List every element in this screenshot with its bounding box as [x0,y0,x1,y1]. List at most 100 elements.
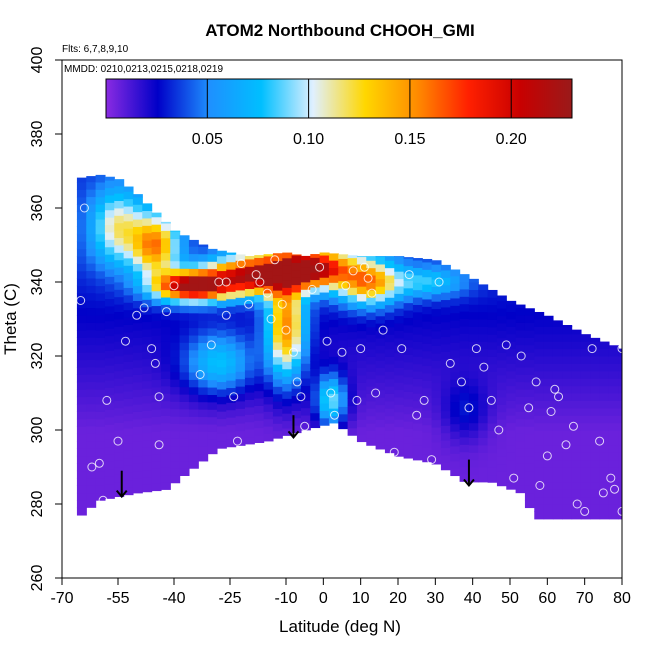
heatmap-cell [524,396,535,405]
heatmap-cell [86,337,97,346]
heatmap-cell [487,319,498,328]
heatmap-cell [375,404,386,413]
heatmap-cell [328,326,339,335]
heatmap-cell [366,289,377,298]
heatmap-cell [142,425,153,434]
observation-point [494,425,504,435]
heatmap-cell [86,314,97,323]
heatmap-cell [338,254,349,259]
heatmap-cell [132,463,143,472]
heatmap-cell [319,252,330,256]
heatmap-cell [366,274,377,283]
heatmap-cell [440,388,451,397]
heatmap-cell [254,353,265,362]
heatmap-cell [86,366,97,375]
heatmap-cell [104,298,115,307]
heatmap-cell [310,360,321,369]
heatmap-cell [226,409,237,418]
heatmap-cell [347,301,358,310]
heatmap-cell [272,401,283,410]
heatmap-cell [487,341,498,350]
heatmap-cell [608,504,619,512]
heatmap-cell [515,314,526,323]
heatmap-cell [114,466,125,475]
heatmap-cell [571,422,582,431]
heatmap-cell [338,384,349,393]
heatmap-cell [618,430,622,438]
heatmap-cell [170,319,181,328]
heatmap-cell [179,297,190,306]
heatmap-cell [198,305,209,314]
observation-point [617,344,622,354]
x-tick-label: 10 [352,590,370,607]
heatmap-cell [590,430,601,438]
heatmap-cell [319,291,330,300]
heatmap-cell [282,294,293,303]
heatmap-cell [123,272,134,281]
heatmap-cell [263,255,274,264]
heatmap-cell [179,342,190,351]
heatmap-cell [347,316,358,325]
heatmap-cell [515,359,526,368]
heatmap-cell [487,437,498,446]
heatmap-cell [244,355,255,364]
observation-point [162,307,172,317]
heatmap-cell [254,331,265,340]
heatmap-cell [319,328,330,337]
heatmap-cell [459,377,470,386]
heatmap-cell [403,332,414,341]
heatmap-cell [496,367,507,376]
heatmap-cell [216,300,227,309]
heatmap-cell [524,448,535,457]
heatmap-cell [506,437,517,446]
heatmap-cell [272,275,283,284]
heatmap-cell [170,379,181,388]
heatmap-cell [179,312,190,321]
heatmap-cell [459,392,470,401]
heatmap-cell [552,422,563,431]
heatmap-cell [198,386,209,395]
heatmap-cell [86,344,97,353]
heatmap-cell [459,311,470,320]
observation-point [169,281,179,291]
heatmap-cell [571,481,582,490]
heatmap-cell [95,270,106,279]
heatmap-cell [160,326,171,335]
heatmap-cell [534,356,545,364]
observation-point [606,473,616,483]
heatmap-cell [515,411,526,420]
heatmap-cell [450,401,461,410]
heatmap-cell [123,413,134,422]
heatmap-cell [468,452,479,461]
heatmap-cell [76,322,87,331]
heatmap-cell [319,365,330,374]
heatmap-cell [76,329,87,338]
heatmap-cell [431,404,442,413]
x-tick-label: 70 [576,590,594,607]
heatmap-cell [179,453,190,462]
heatmap-cell [114,370,125,379]
heatmap-cell [310,279,321,288]
heatmap-cell [450,371,461,380]
heatmap-cell [104,365,115,374]
heatmap-cell [254,255,265,258]
heatmap-cell [338,280,349,289]
heatmap-cell [160,467,171,476]
heatmap-cell [394,345,405,354]
heatmap-cell [478,311,489,320]
heatmap-cell [282,272,293,281]
observation-point [397,344,407,354]
heatmap-cell [375,256,386,265]
heatmap-cell [552,341,563,350]
heatmap-cell [170,423,181,432]
heatmap-cell [160,245,171,254]
heatmap-cell [384,415,395,424]
heatmap-cell [114,355,125,364]
heatmap-cell [198,394,209,403]
heatmap-cell [608,348,619,357]
heatmap-cell [384,289,395,298]
heatmap-cell [114,222,125,231]
y-axis-label: Theta (C) [1,283,20,355]
heatmap-cell [590,363,601,372]
heatmap-cell [76,270,87,279]
